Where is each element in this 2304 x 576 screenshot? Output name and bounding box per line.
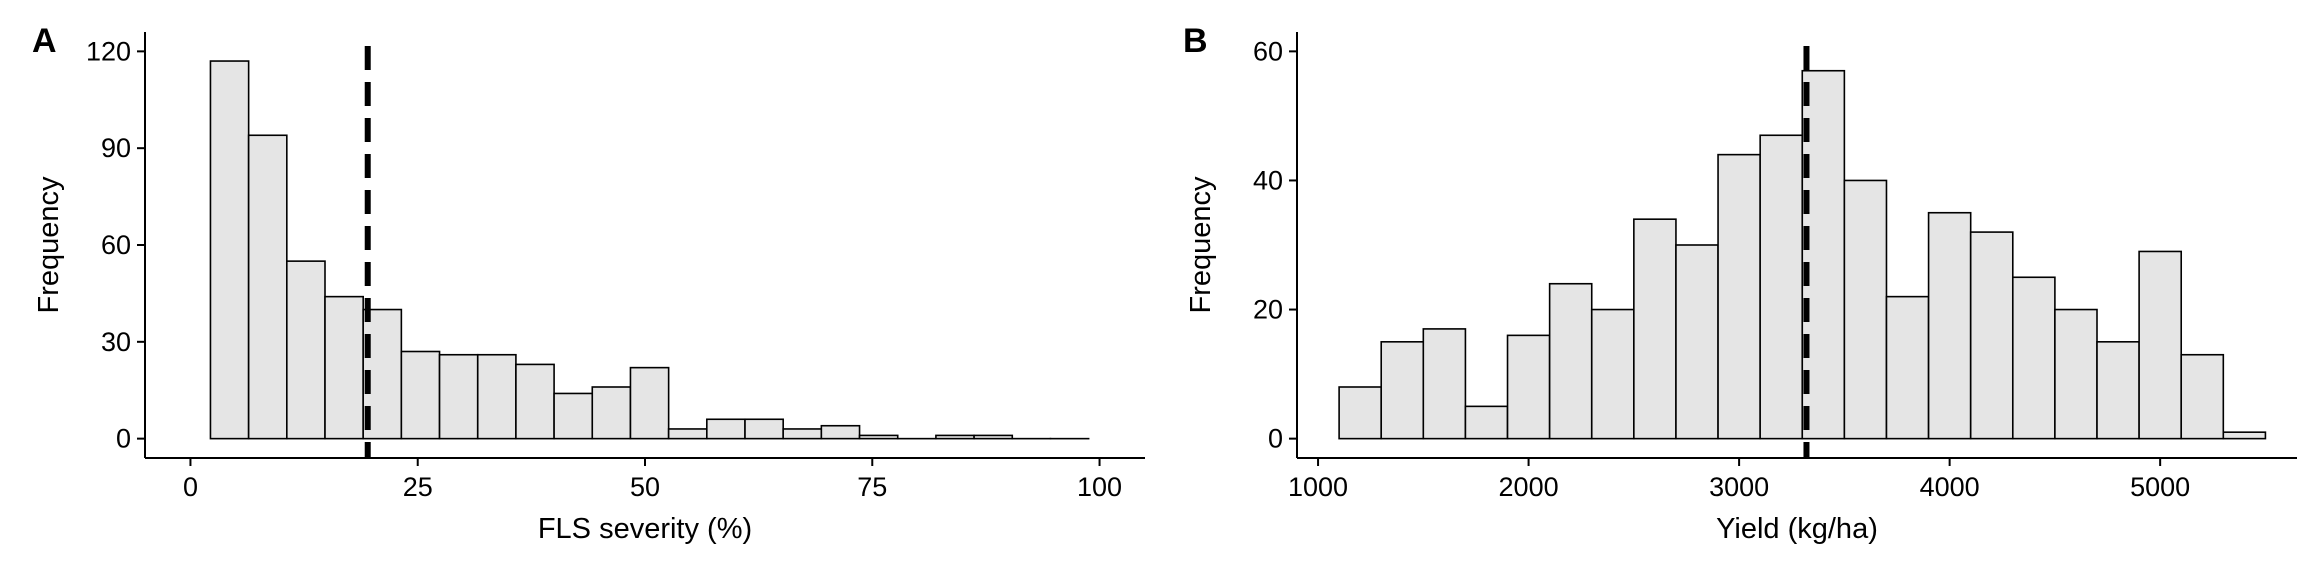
panel-b-bar xyxy=(2054,308,2098,440)
panel-a-y-axis-title: Frequency xyxy=(33,176,65,314)
panel-b-x-tick-label: 4000 xyxy=(1920,472,1980,502)
panel-a-bar xyxy=(706,418,746,440)
panel-b-x-axis-title: Yield (kg/ha) xyxy=(1716,513,1878,545)
panel-b-bar xyxy=(1633,218,1677,440)
panel-b-letter: B xyxy=(1183,22,1208,60)
panel-b-bar xyxy=(1506,334,1551,440)
panel-a-y-tick-label: 60 xyxy=(101,230,131,260)
panel-b-bar xyxy=(1548,282,1593,440)
panel-a-bar xyxy=(286,260,326,440)
panel-b-bar xyxy=(1422,328,1467,440)
panel-b-bar xyxy=(1885,295,1930,440)
panel-b-y-tick-label: 0 xyxy=(1268,424,1283,454)
panel-a-y-tick-label: 120 xyxy=(86,36,131,66)
panel-a-x-ticks: 0 25 50 75 100 xyxy=(183,458,1122,502)
panel-b-bar xyxy=(1717,153,1761,440)
panel-b-bar xyxy=(1464,405,1509,440)
panel-b-x-tick-label: 1000 xyxy=(1288,472,1348,502)
panel-b-x-tick-label: 3000 xyxy=(1709,472,1769,502)
panel-a-y-ticks: 0 30 60 90 120 xyxy=(86,36,145,454)
panel-a-bar xyxy=(935,434,975,440)
panel-b-y-tick-label: 40 xyxy=(1253,165,1283,195)
panel-a-bar xyxy=(858,434,899,440)
panel-a: A 0 30 60 90 120 0 25 50 75 100 FLS severity (%)… xyxy=(32,22,1145,545)
panel-b-bar xyxy=(1969,231,2014,440)
panel-a-y-tick-label: 0 xyxy=(116,424,131,454)
panel-a-y-tick-label: 90 xyxy=(101,133,131,163)
panel-a-bars xyxy=(209,60,1090,440)
panel-b-bar xyxy=(1590,308,1635,440)
panel-b-bar xyxy=(2138,250,2183,440)
panel-b-x-tick-label: 2000 xyxy=(1499,472,1559,502)
panel-a-letter: A xyxy=(32,22,57,60)
panel-a-x-tick-label: 100 xyxy=(1077,472,1122,502)
panel-a-bar xyxy=(973,434,1014,440)
panel-a-y-tick-label: 30 xyxy=(101,327,131,357)
panel-a-bar xyxy=(324,295,364,440)
panel-b-bar xyxy=(2096,341,2140,440)
panel-b-y-ticks: 0 20 40 60 xyxy=(1253,36,1297,454)
panel-b: B 0 20 40 60 1000 2000 3000 4000 5000 Yield (kg… xyxy=(1183,22,2297,545)
panel-a-bar xyxy=(515,363,555,440)
panel-a-bar xyxy=(438,353,479,440)
panel-a-x-tick-label: 25 xyxy=(403,472,433,502)
panel-b-bar xyxy=(2180,353,2225,440)
panel-b-bar xyxy=(1927,211,1972,440)
panel-a-bar xyxy=(744,418,784,440)
panel-a-x-tick-label: 50 xyxy=(630,472,660,502)
panel-b-bar xyxy=(1675,244,1719,440)
panel-a-bar xyxy=(209,60,250,440)
panel-a-bar xyxy=(476,353,517,440)
panel-b-bar xyxy=(1338,386,1383,440)
panel-a-bar xyxy=(400,350,441,440)
panel-b-y-axis-title: Frequency xyxy=(1185,176,1217,314)
panel-a-bar xyxy=(667,428,708,440)
panel-b-y-tick-label: 20 xyxy=(1253,295,1283,325)
panel-a-x-tick-label: 75 xyxy=(857,472,887,502)
panel-a-bar xyxy=(629,366,670,440)
panel-b-bar xyxy=(1843,179,1888,440)
panel-b-x-tick-label: 5000 xyxy=(2130,472,2190,502)
panel-b-bar xyxy=(1759,134,1804,440)
panel-a-bar xyxy=(247,134,288,440)
panel-a-bar xyxy=(782,428,823,440)
panel-a-bar xyxy=(820,424,861,440)
panel-b-x-ticks: 1000 2000 3000 4000 5000 xyxy=(1288,458,2190,502)
panel-b-bar xyxy=(2011,276,2056,440)
panel-b-bar xyxy=(2222,431,2267,440)
panel-a-x-axis-title: FLS severity (%) xyxy=(538,513,752,545)
panel-a-x-tick-label: 0 xyxy=(183,472,198,502)
panel-b-y-tick-label: 60 xyxy=(1253,36,1283,66)
panel-a-bar xyxy=(591,386,632,440)
panel-b-bar xyxy=(1380,341,1425,440)
panel-b-bars xyxy=(1338,69,2267,440)
panel-a-bar xyxy=(553,392,594,440)
